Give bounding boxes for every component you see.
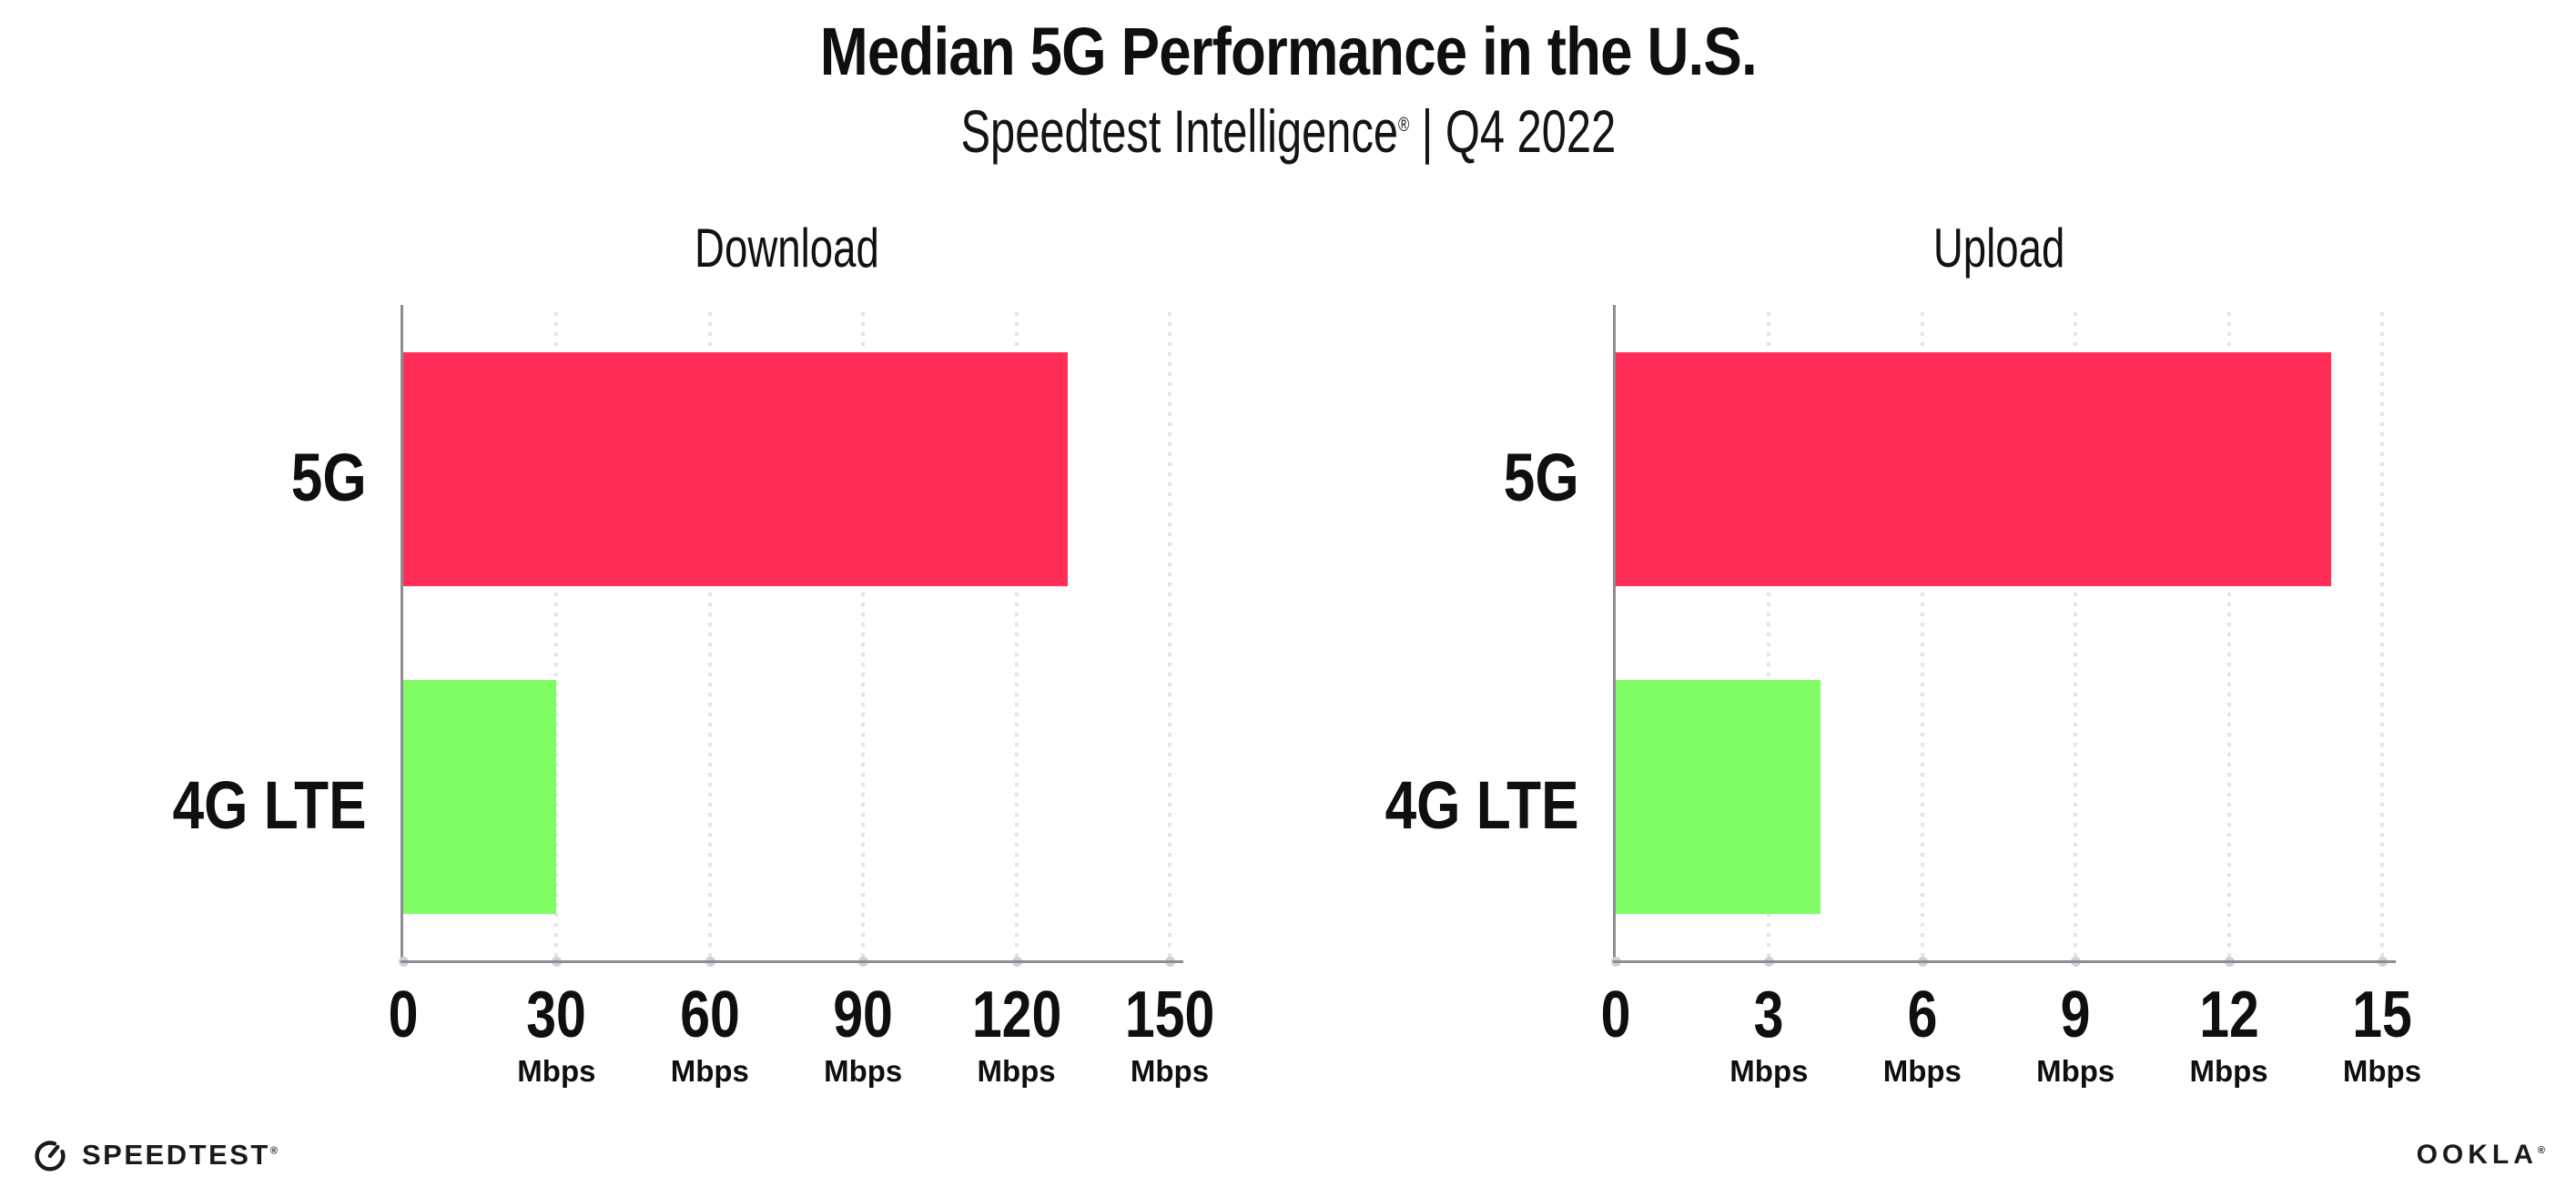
gridline-60	[707, 312, 712, 960]
bar-4g-lte-download	[403, 679, 557, 914]
x-tick-unit-150: Mbps	[1130, 1054, 1210, 1088]
x-tick-value: 30	[526, 979, 587, 1051]
x-tick-value: 60	[679, 979, 740, 1051]
x-tick-15: 15 Mbps	[2273, 980, 2491, 1088]
x-tick-150: 150 Mbps	[1060, 980, 1279, 1088]
x-tick-label-90: 90	[754, 980, 972, 1050]
gridline-9	[2074, 312, 2078, 960]
page-subtitle: Speedtest Intelligence® | Q4 2022	[0, 96, 2576, 166]
gridline-12	[2226, 312, 2231, 960]
axis-tick-dot-12	[2224, 957, 2235, 967]
x-tick-3: 3 Mbps	[1659, 980, 1878, 1088]
x-tick-unit-90: Mbps	[824, 1054, 903, 1088]
category-label-4g-lte: 4G LTE	[21, 764, 367, 847]
axis-tick-dot-9	[2071, 957, 2082, 967]
upload-chart-plot: 0 3 Mbps 6 Mbps 9 Mbps 12 Mbps 15 Mbps 5G 4G LTE	[1385, 305, 2421, 1088]
x-tick-value: 3	[1753, 979, 1784, 1051]
x-tick-label-9: 9	[1966, 980, 2185, 1050]
gridline-6	[1920, 312, 1924, 960]
bar-4g-lte-upload	[1616, 679, 1820, 914]
x-tick-label-60: 60	[601, 980, 819, 1050]
x-tick-0: 0	[294, 980, 512, 1050]
page-title-text: Median 5G Performance in the U.S.	[819, 14, 1757, 89]
gridline-30	[554, 312, 559, 960]
ookla-wordmark: OOKLA	[2416, 1140, 2538, 1170]
ookla-registered-mark: ®	[2537, 1145, 2545, 1156]
axis-tick-dot-30	[552, 957, 563, 967]
gridline-3	[1767, 312, 1771, 960]
x-tick-value: 12	[2198, 979, 2259, 1051]
x-tick-value: 150	[1124, 979, 1215, 1051]
gridline-15	[2380, 312, 2384, 960]
x-tick-9: 9 Mbps	[1966, 980, 2185, 1088]
x-tick-unit-60: Mbps	[670, 1054, 749, 1088]
bar-5g-upload	[1616, 351, 2331, 586]
x-tick-unit-9: Mbps	[2036, 1054, 2115, 1088]
x-tick-90: 90 Mbps	[754, 980, 972, 1088]
x-tick-120: 120 Mbps	[908, 980, 1126, 1088]
gridline-90	[861, 312, 866, 960]
axis-tick-dot-15	[2378, 957, 2388, 967]
x-tick-unit-30: Mbps	[517, 1054, 596, 1088]
page-subtitle-text: Speedtest Intelligence® | Q4 2022	[960, 96, 1616, 166]
axis-tick-dot-90	[858, 957, 869, 967]
x-tick-unit-15: Mbps	[2342, 1054, 2422, 1088]
bar-5g-download	[403, 351, 1068, 586]
x-tick-label-3: 3	[1659, 980, 1878, 1050]
x-tick-30: 30 Mbps	[447, 980, 665, 1088]
category-label-text: 4G LTE	[173, 767, 367, 843]
subtitle-period: | Q4 2022	[1421, 97, 1616, 165]
x-tick-label-0: 0	[294, 980, 512, 1050]
upload-chart-title: Upload	[1932, 218, 2065, 279]
axis-tick-dot-0	[1611, 957, 1621, 967]
x-tick-12: 12 Mbps	[2120, 980, 2338, 1088]
x-tick-value: 6	[1907, 979, 1938, 1051]
axis-tick-dot-6	[1917, 957, 1928, 967]
x-tick-60: 60 Mbps	[601, 980, 819, 1088]
x-tick-label-120: 120	[908, 980, 1126, 1050]
speedtest-wordmark: SPEEDTEST®	[82, 1139, 278, 1171]
x-tick-value: 120	[971, 979, 1061, 1051]
speedtest-logo: SPEEDTEST®	[29, 1134, 278, 1176]
axis-tick-dot-3	[1764, 957, 1775, 967]
axis-tick-dot-0	[399, 957, 409, 967]
x-tick-6: 6 Mbps	[1813, 980, 2032, 1088]
axis-tick-dot-150	[1165, 957, 1175, 967]
x-tick-label-15: 15	[2273, 980, 2491, 1050]
category-label-text: 4G LTE	[1385, 767, 1579, 843]
axis-tick-dot-120	[1011, 957, 1022, 967]
registered-mark: ®	[1397, 113, 1409, 136]
category-label-5g: 5G	[1233, 436, 1579, 520]
x-tick-label-150: 150	[1060, 980, 1279, 1050]
download-chart-title: Download	[694, 218, 879, 279]
x-tick-label-6: 6	[1813, 980, 2032, 1050]
axis-tick-dot-60	[705, 957, 715, 967]
x-tick-label-30: 30	[447, 980, 665, 1050]
x-tick-label-12: 12	[2120, 980, 2338, 1050]
x-tick-label-0: 0	[1506, 980, 1725, 1050]
x-tick-value: 0	[388, 979, 419, 1051]
x-tick-unit-120: Mbps	[977, 1054, 1056, 1088]
category-label-text: 5G	[1504, 440, 1579, 515]
x-tick-value: 9	[2060, 979, 2091, 1051]
speedtest-registered-mark: ®	[269, 1145, 278, 1157]
x-tick-value: 15	[2352, 979, 2412, 1051]
x-tick-value: 0	[1600, 979, 1631, 1051]
x-tick-0: 0	[1506, 980, 1725, 1050]
x-tick-value: 90	[833, 979, 894, 1051]
download-chart-plot: 0 30 Mbps 60 Mbps 90 Mbps 120 Mbps 150 Mbps 5G 4G LT…	[173, 305, 1214, 1088]
gridline-150	[1168, 312, 1171, 960]
ookla-logo: OOKLA®	[2417, 1140, 2545, 1171]
category-label-5g: 5G	[21, 436, 367, 520]
x-tick-unit-6: Mbps	[1882, 1054, 1962, 1088]
x-tick-unit-3: Mbps	[1729, 1054, 1809, 1088]
page-title: Median 5G Performance in the U.S.	[0, 13, 2576, 90]
gauge-icon	[35, 1141, 66, 1172]
x-tick-unit-12: Mbps	[2189, 1054, 2268, 1088]
gridline-120	[1014, 312, 1019, 960]
subtitle-brand: Speedtest Intelligence	[960, 97, 1398, 165]
category-label-4g-lte: 4G LTE	[1233, 764, 1579, 847]
category-label-text: 5G	[291, 440, 367, 515]
